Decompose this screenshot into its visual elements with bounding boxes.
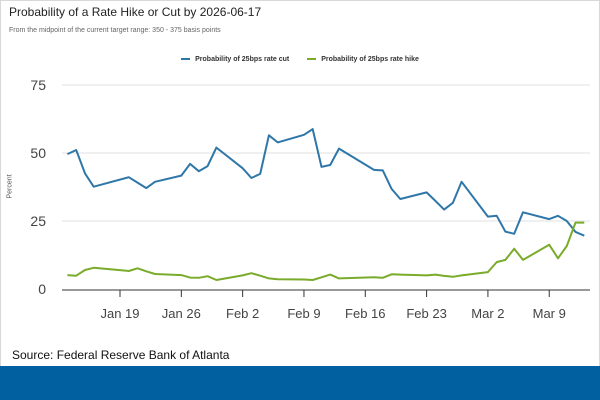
x-tick-label: Jan 19 [100,306,139,321]
legend-swatch-cut [181,58,191,61]
chart-subtitle: From the midpoint of the current target … [9,27,221,34]
series-line-rate-cut [66,128,585,237]
x-tick-label: Feb 2 [226,306,259,321]
legend: Probability of 25bps rate cut Probabilit… [0,56,600,63]
x-tick-label: Mar 2 [471,306,504,321]
x-tick-label: Feb 23 [406,306,446,321]
legend-item-cut[interactable]: Probability of 25bps rate cut [181,56,289,63]
x-tick-label: Jan 26 [162,306,201,321]
series-line-rate-hike [67,221,585,281]
chart-title: Probability of a Rate Hike or Cut by 202… [9,5,262,19]
x-tick-label: Mar 9 [533,306,566,321]
source-note: Source: Federal Reserve Bank of Atlanta [12,348,230,362]
legend-label-hike: Probability of 25bps rate hike [321,56,419,63]
legend-label-cut: Probability of 25bps rate cut [195,56,290,63]
footer-band [0,366,600,400]
y-tick-label: 0 [38,281,46,297]
legend-swatch-hike [307,58,317,61]
x-tick-label: Feb 9 [287,306,320,321]
y-tick-label: 50 [30,145,46,161]
y-tick-label: 25 [30,213,46,229]
y-tick-label: 75 [30,77,46,93]
x-tick-label: Feb 16 [345,306,385,321]
legend-item-hike[interactable]: Probability of 25bps rate hike [307,56,419,63]
